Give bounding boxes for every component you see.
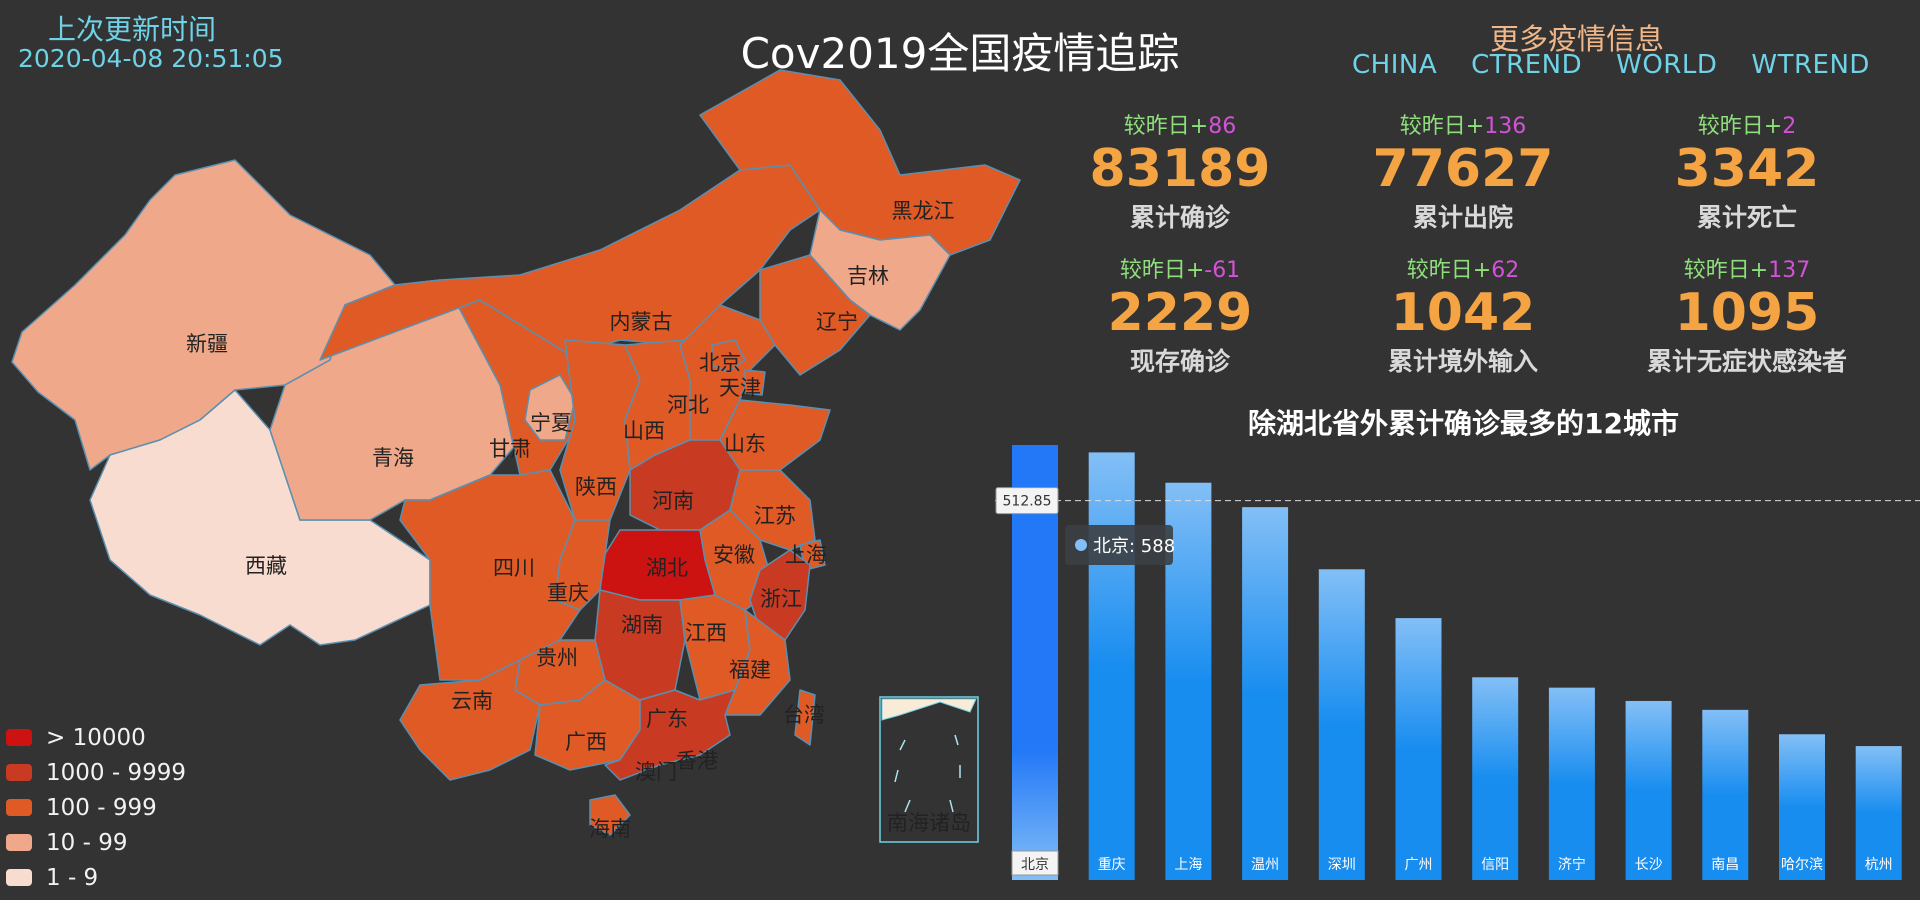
bar-category-label: 南昌	[1711, 857, 1739, 873]
bar-深圳[interactable]	[1319, 569, 1365, 880]
bar-济宁[interactable]	[1549, 688, 1595, 880]
bar-category-label: 上海	[1174, 857, 1202, 873]
bar-南昌[interactable]	[1702, 710, 1748, 880]
svg-text:512.85: 512.85	[1003, 494, 1052, 510]
bar-category-label: 哈尔滨	[1781, 857, 1823, 873]
bar-温州[interactable]	[1242, 507, 1288, 880]
mean-line-badge: 512.85	[996, 488, 1058, 514]
bar-category-label: 深圳	[1328, 857, 1356, 873]
bar-category-label: 长沙	[1635, 857, 1663, 873]
tooltip-text: 北京: 588	[1093, 536, 1175, 557]
bar-category-label: 济宁	[1558, 856, 1586, 873]
bar-category-label: 重庆	[1098, 857, 1126, 873]
bar-category-label: 广州	[1405, 857, 1433, 873]
bar-category-label: 杭州	[1865, 857, 1893, 873]
bar-category-label: 信阳	[1481, 857, 1509, 873]
bar-长沙[interactable]	[1626, 701, 1672, 880]
bar-信阳[interactable]	[1472, 677, 1518, 880]
bar-tooltip: 北京: 588	[1065, 525, 1175, 565]
bar-重庆[interactable]	[1089, 452, 1135, 880]
bar-category-label: 北京	[1021, 857, 1049, 873]
bar-category-label: 温州	[1251, 857, 1279, 873]
bar-广州[interactable]	[1396, 618, 1442, 880]
